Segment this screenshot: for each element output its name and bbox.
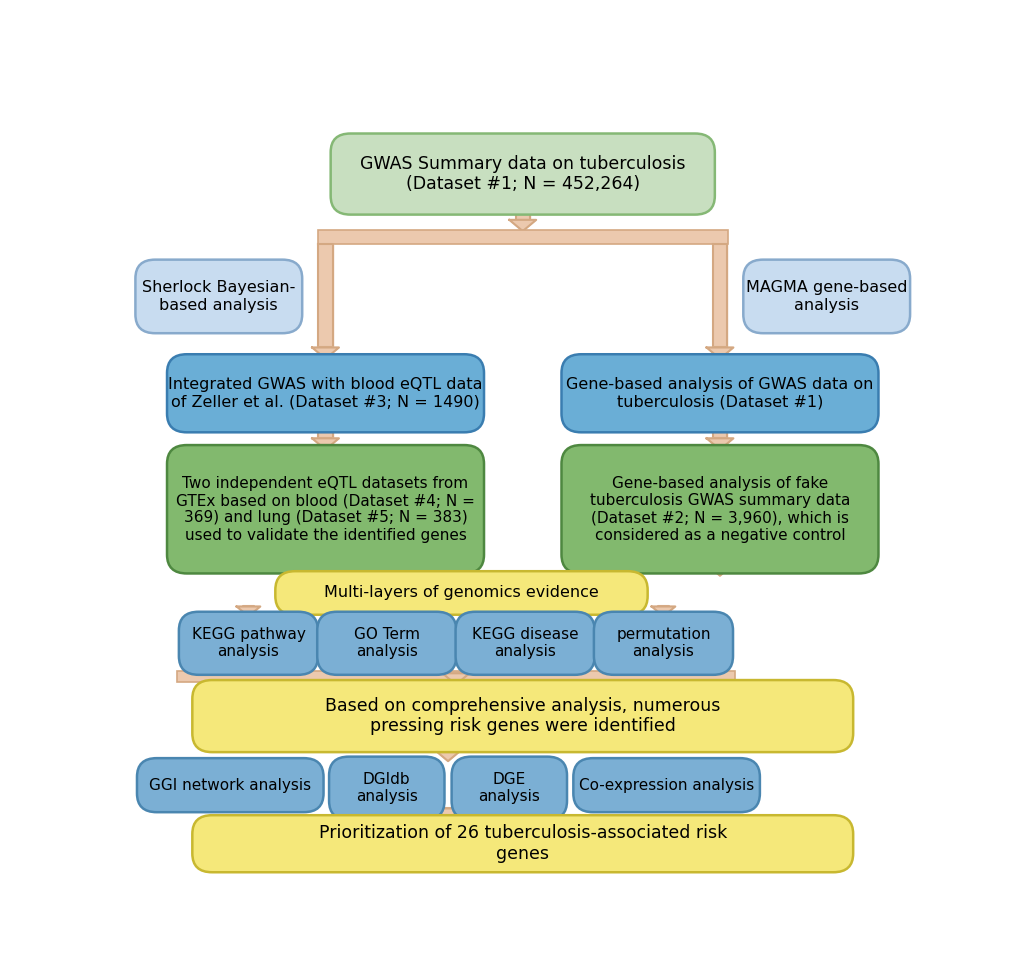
Polygon shape <box>651 606 675 616</box>
FancyBboxPatch shape <box>136 259 302 333</box>
FancyBboxPatch shape <box>167 445 484 573</box>
FancyBboxPatch shape <box>560 354 877 432</box>
Polygon shape <box>440 746 454 750</box>
FancyBboxPatch shape <box>593 611 733 675</box>
Text: Prioritization of 26 tuberculosis-associated risk
genes: Prioritization of 26 tuberculosis-associ… <box>318 824 727 863</box>
FancyBboxPatch shape <box>137 759 323 812</box>
FancyBboxPatch shape <box>330 134 714 214</box>
FancyBboxPatch shape <box>743 259 909 333</box>
Text: permutation
analysis: permutation analysis <box>615 627 710 659</box>
FancyBboxPatch shape <box>167 354 484 432</box>
Polygon shape <box>318 565 332 567</box>
Text: GGI network analysis: GGI network analysis <box>149 778 311 793</box>
FancyBboxPatch shape <box>455 611 594 675</box>
Polygon shape <box>508 219 536 231</box>
Polygon shape <box>318 244 332 347</box>
Polygon shape <box>440 808 454 817</box>
Text: DGIdb
analysis: DGIdb analysis <box>356 772 418 804</box>
Polygon shape <box>513 606 536 616</box>
Polygon shape <box>706 439 733 449</box>
Text: GWAS Summary data on tuberculosis
(Dataset #1; N = 452,264): GWAS Summary data on tuberculosis (Datas… <box>360 155 685 193</box>
Text: KEGG pathway
analysis: KEGG pathway analysis <box>192 627 305 659</box>
Text: KEGG disease
analysis: KEGG disease analysis <box>472 627 578 659</box>
Polygon shape <box>318 426 332 439</box>
Polygon shape <box>434 750 461 761</box>
FancyBboxPatch shape <box>451 757 567 820</box>
Polygon shape <box>516 209 529 219</box>
Polygon shape <box>712 244 727 347</box>
Text: MAGMA gene-based
analysis: MAGMA gene-based analysis <box>745 280 907 313</box>
Polygon shape <box>312 347 338 359</box>
Polygon shape <box>712 426 727 439</box>
Polygon shape <box>243 606 254 608</box>
Polygon shape <box>312 439 338 449</box>
FancyBboxPatch shape <box>193 681 852 752</box>
Polygon shape <box>312 565 338 575</box>
FancyBboxPatch shape <box>573 759 759 812</box>
Text: Co-expression analysis: Co-expression analysis <box>579 778 753 793</box>
Polygon shape <box>434 808 461 820</box>
Polygon shape <box>236 606 260 616</box>
FancyBboxPatch shape <box>317 611 455 675</box>
Polygon shape <box>706 347 733 359</box>
FancyBboxPatch shape <box>193 815 852 873</box>
FancyBboxPatch shape <box>329 757 444 820</box>
FancyBboxPatch shape <box>178 611 318 675</box>
Text: Two independent eQTL datasets from
GTEx based on blood (Dataset #4; N =
369) and: Two independent eQTL datasets from GTEx … <box>176 476 475 543</box>
Text: Gene-based analysis of fake
tuberculosis GWAS summary data
(Dataset #2; N = 3,96: Gene-based analysis of fake tuberculosis… <box>589 476 849 543</box>
FancyBboxPatch shape <box>317 230 728 244</box>
FancyBboxPatch shape <box>177 671 734 682</box>
Polygon shape <box>448 674 463 682</box>
Polygon shape <box>375 606 398 616</box>
Text: Gene-based analysis of GWAS data on
tuberculosis (Dataset #1): Gene-based analysis of GWAS data on tube… <box>566 377 873 409</box>
Polygon shape <box>706 565 733 575</box>
Text: Multi-layers of genomics evidence: Multi-layers of genomics evidence <box>324 585 598 601</box>
Text: Based on comprehensive analysis, numerous
pressing risk genes were identified: Based on comprehensive analysis, numerou… <box>325 697 719 735</box>
Text: Integrated GWAS with blood eQTL data
of Zeller et al. (Dataset #3; N = 1490): Integrated GWAS with blood eQTL data of … <box>168 377 482 409</box>
FancyBboxPatch shape <box>275 571 647 615</box>
Text: DGE
analysis: DGE analysis <box>478 772 540 804</box>
Polygon shape <box>657 606 668 608</box>
Polygon shape <box>519 606 531 608</box>
Polygon shape <box>380 606 392 608</box>
Polygon shape <box>442 674 469 684</box>
FancyBboxPatch shape <box>560 445 877 573</box>
Text: Sherlock Bayesian-
based analysis: Sherlock Bayesian- based analysis <box>142 280 296 313</box>
Text: GO Term
analysis: GO Term analysis <box>354 627 420 659</box>
Polygon shape <box>712 565 727 567</box>
